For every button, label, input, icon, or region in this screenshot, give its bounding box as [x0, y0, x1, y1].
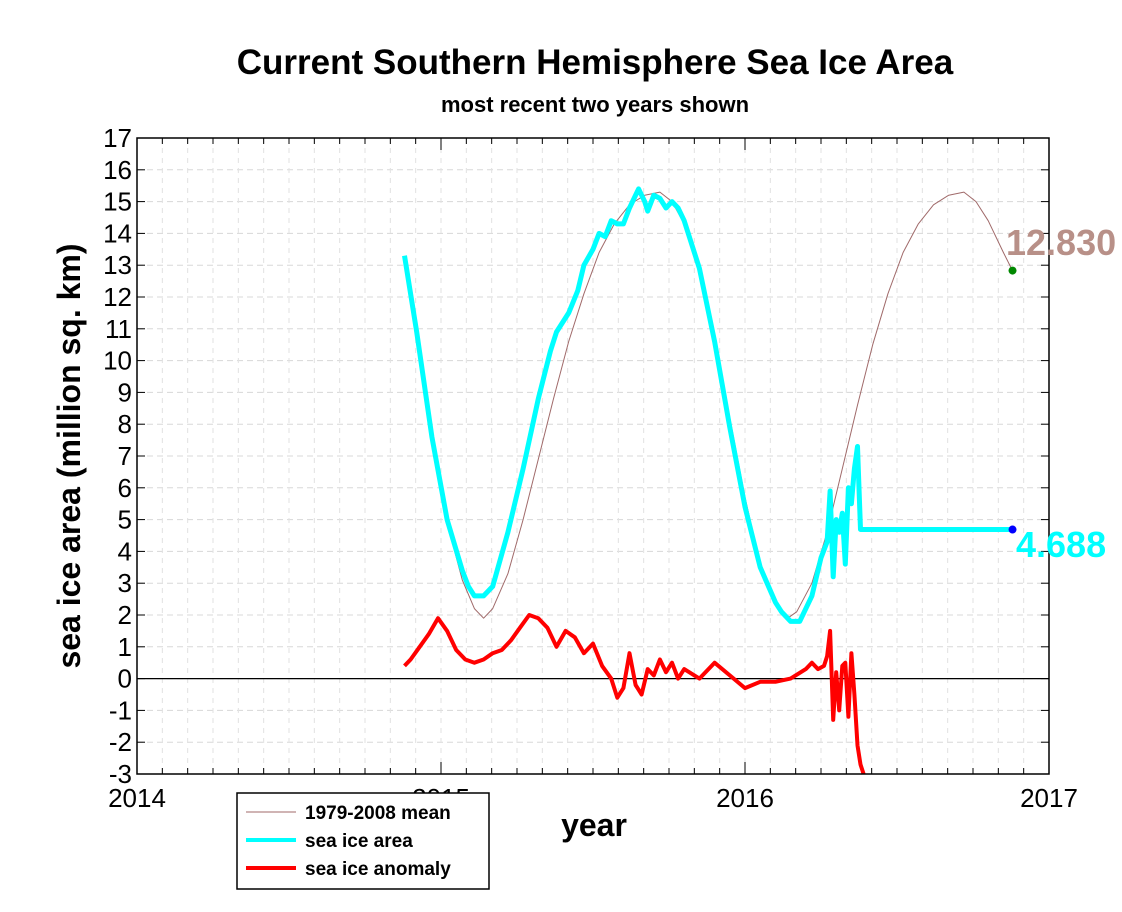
y-tick-label: 6 — [118, 473, 132, 503]
y-tick-label: 4 — [118, 536, 132, 566]
y-tick-label: 2 — [118, 600, 132, 630]
x-tick-label: 2016 — [716, 783, 774, 813]
legend-label-area: sea ice area — [305, 831, 413, 852]
y-tick-label: -3 — [109, 759, 132, 789]
y-tick-label: 8 — [118, 409, 132, 439]
y-tick-label: 16 — [103, 155, 132, 185]
area-end-marker — [1008, 525, 1017, 534]
legend: 1979-2008 mean sea ice area sea ice anom… — [236, 792, 490, 890]
y-tick-label: 10 — [103, 346, 132, 376]
mean-end-marker — [1008, 266, 1017, 275]
y-tick-label: 14 — [103, 218, 132, 248]
chart-title: Current Southern Hemisphere Sea Ice Area — [237, 43, 954, 82]
x-axis-label: year — [561, 807, 627, 843]
series-line-mean — [404, 191, 1013, 619]
y-tick-label: 3 — [118, 568, 132, 598]
area-end-value: 4.688 — [1016, 524, 1106, 565]
y-tick-label: 9 — [118, 377, 132, 407]
y-tick-label: 11 — [105, 314, 132, 344]
series-line-anomaly — [403, 613, 866, 775]
y-tick-label: -2 — [109, 727, 132, 757]
chart-subtitle: most recent two years shown — [441, 92, 749, 117]
y-tick-label: 1 — [118, 632, 132, 662]
y-tick-label: -1 — [109, 695, 132, 725]
series-line-area — [402, 186, 1013, 624]
y-tick-label: 5 — [118, 505, 132, 535]
plot-frame — [136, 137, 1050, 775]
y-tick-label: 13 — [103, 250, 132, 280]
y-axis-label: sea ice area (million sq. km) — [51, 243, 87, 668]
y-tick-label: 17 — [103, 123, 132, 153]
grid — [136, 137, 1050, 775]
series-group — [402, 186, 1013, 775]
legend-label-mean: 1979-2008 mean — [305, 803, 451, 824]
y-tick-label: 15 — [103, 187, 132, 217]
y-tick-label: 0 — [118, 664, 132, 694]
x-tick-label: 2017 — [1020, 783, 1078, 813]
mean-end-value: 12.830 — [1006, 222, 1116, 263]
legend-label-anomaly: sea ice anomaly — [305, 859, 451, 880]
x-tick-label: 2014 — [108, 783, 166, 813]
y-tick-label: 7 — [118, 441, 132, 471]
y-tick-label: 12 — [103, 282, 132, 312]
